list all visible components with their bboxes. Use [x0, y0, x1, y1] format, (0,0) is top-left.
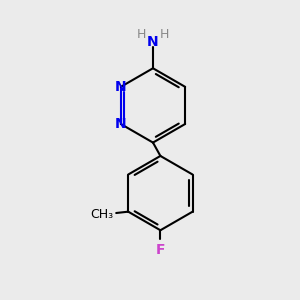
Text: F: F [156, 243, 165, 256]
Text: N: N [147, 34, 159, 49]
Text: N: N [115, 117, 127, 131]
Text: N: N [115, 80, 127, 94]
Text: H: H [160, 28, 169, 41]
Text: H: H [137, 28, 146, 41]
Text: CH₃: CH₃ [90, 208, 113, 221]
